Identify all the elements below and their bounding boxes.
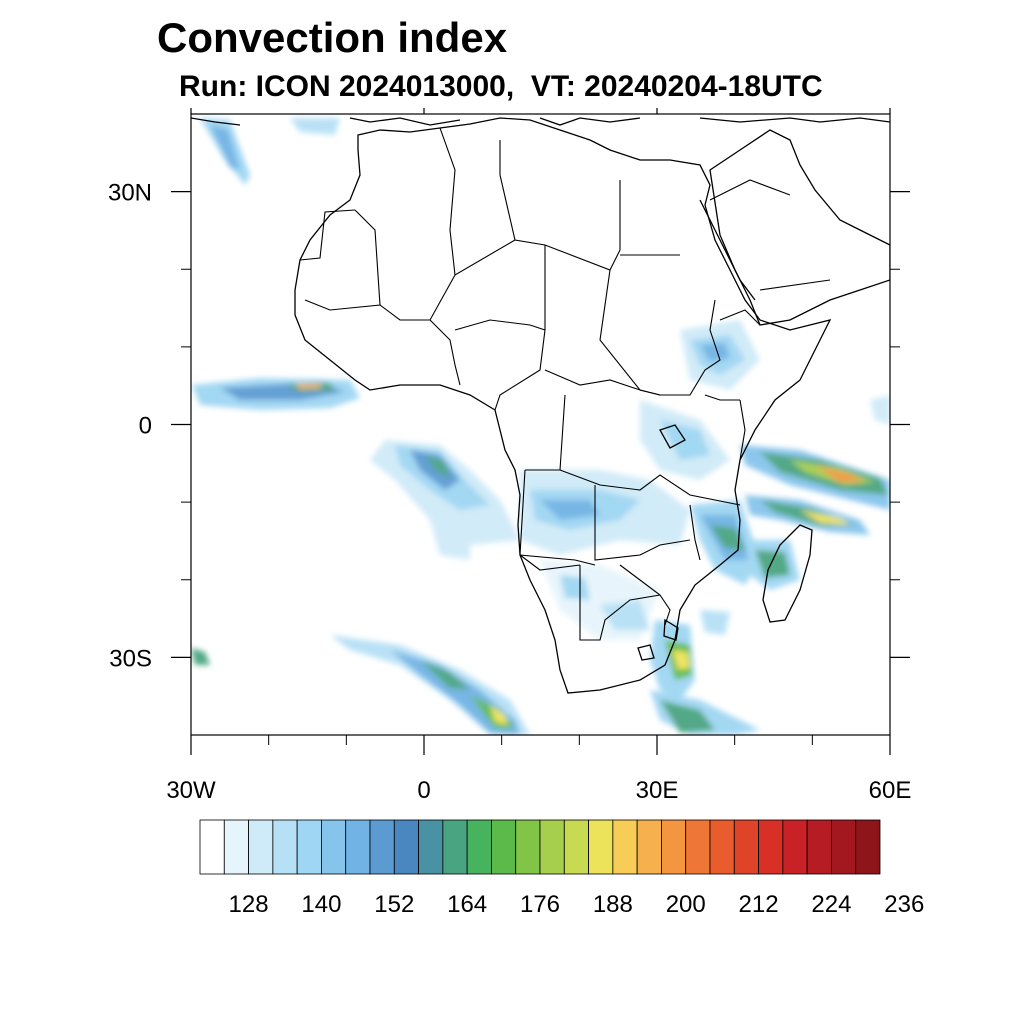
colorbar-box (782, 819, 808, 875)
colorbar-boxes (199, 819, 881, 875)
colorbar-label: 164 (447, 891, 487, 918)
colorbar-label: 128 (229, 891, 269, 918)
colorbar-box (733, 819, 759, 875)
colorbar-box (442, 819, 468, 875)
colorbar-box (685, 819, 711, 875)
colorbar-box (296, 819, 322, 875)
lon-tick-label: 0 (417, 777, 430, 804)
colorbar-box (661, 819, 687, 875)
lat-tick-label: 30N (108, 180, 152, 207)
colorbar-box (345, 819, 371, 875)
lon-tick-label: 30E (636, 777, 679, 804)
colorbar-box (466, 819, 492, 875)
colorbar-box (418, 819, 444, 875)
colorbar-box (199, 819, 225, 875)
colorbar-box (515, 819, 541, 875)
colorbar-box (831, 819, 857, 875)
colorbar-box (806, 819, 832, 875)
country-borders (299, 127, 831, 641)
colorbar-box (539, 819, 565, 875)
colorbar-box (588, 819, 614, 875)
colorbar-label: 176 (520, 891, 560, 918)
map-axes: 30W 0 30E 60E 30N 0 30S (108, 108, 911, 804)
lon-tick-label: 60E (869, 777, 912, 804)
colorbar-box (709, 819, 735, 875)
lat-tick-label: 0 (139, 413, 152, 440)
colorbar-label: 212 (739, 891, 779, 918)
colorbar-box (758, 819, 784, 875)
colorbar-box (393, 819, 419, 875)
colorbar-box (272, 819, 298, 875)
colorbar-box (563, 819, 589, 875)
lat-tick-label: 30S (109, 645, 152, 672)
colorbar-box (321, 819, 347, 875)
map-title: Convection index (157, 14, 508, 61)
colorbar-label: 140 (301, 891, 341, 918)
colorbar-box (223, 819, 249, 875)
lon-tick-label: 30W (166, 777, 216, 804)
colorbar-box (248, 819, 274, 875)
colorbar-label: 224 (811, 891, 851, 918)
colorbar-box (612, 819, 638, 875)
colorbar-label: 188 (593, 891, 633, 918)
colorbar-box (636, 819, 662, 875)
map-subtitle: Run: ICON 2024013000, VT: 20240204-18UTC (179, 70, 823, 103)
colorbar-box (369, 819, 395, 875)
colorbar-labels: 128 140 152 164 176 188 200 212 224 236 (229, 891, 925, 918)
colorbar-box (491, 819, 517, 875)
colorbar-label: 236 (884, 891, 924, 918)
colorbar-label: 200 (666, 891, 706, 918)
coastlines (191, 117, 890, 694)
colorbar-label: 152 (374, 891, 414, 918)
colorbar-box (855, 819, 881, 875)
